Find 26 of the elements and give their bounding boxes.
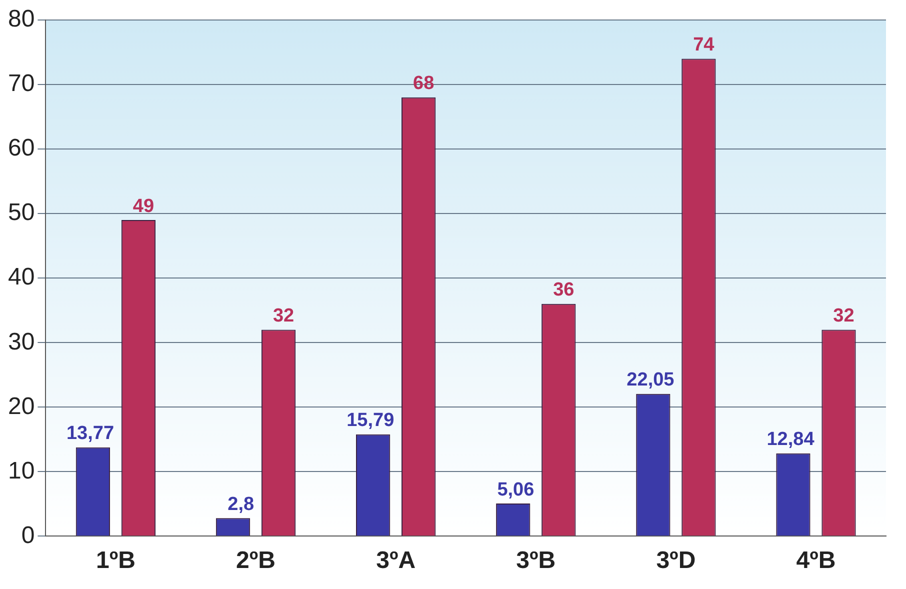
y-tick-label: 50 <box>8 199 35 226</box>
x-tick-label: 2ºB <box>236 547 276 574</box>
data-label: 22,05 <box>626 370 675 391</box>
y-tick-label: 30 <box>8 328 35 356</box>
data-label: 2,8 <box>228 494 254 515</box>
y-tick-label: 20 <box>8 392 35 420</box>
y-tick-label: 40 <box>8 264 35 291</box>
data-label: 49 <box>132 196 154 217</box>
data-label: 15,79 <box>346 410 394 432</box>
y-tick-label: 0 <box>21 522 35 549</box>
y-tick-label: 70 <box>8 70 35 98</box>
data-label: 32 <box>272 305 294 326</box>
x-tick-label: 3ºD <box>656 547 696 574</box>
data-label: 32 <box>833 305 854 326</box>
x-tick-label: 3ºA <box>376 547 416 574</box>
x-tick-label: 4ºB <box>796 547 836 574</box>
x-tick-label: 1ºB <box>96 547 136 574</box>
data-label: 13,77 <box>66 423 114 444</box>
data-label: 12,84 <box>766 429 815 450</box>
y-tick-label: 10 <box>8 457 35 484</box>
y-tick-label: 80 <box>8 6 35 33</box>
data-label: 5,06 <box>497 479 534 500</box>
y-tick-label: 60 <box>8 134 35 162</box>
x-tick-label: 3ºB <box>516 547 556 574</box>
data-label: 36 <box>553 280 574 301</box>
data-label: 74 <box>693 34 715 56</box>
